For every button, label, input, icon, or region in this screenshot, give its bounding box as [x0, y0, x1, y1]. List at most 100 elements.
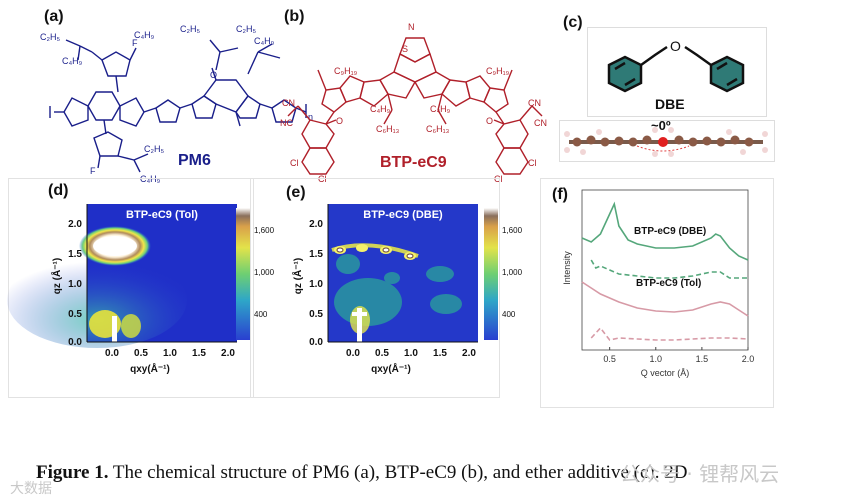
watermark-right: 公众号 · 锂帮风云: [620, 462, 780, 486]
x-tick-label: 1.0: [650, 354, 663, 364]
btp-c6h13-label-2: C₆H₁₃: [426, 124, 450, 134]
pm6-c2h5-label-4: C₂H₅: [144, 144, 164, 154]
y-tick-label: 1.5: [309, 249, 323, 260]
y-axis-label: qz (Å⁻¹): [291, 258, 304, 294]
pm6-c4h9-label-2: C₄H₉: [134, 30, 155, 40]
x-axis-label: qxy(Å⁻¹): [371, 362, 411, 375]
pm6-n-label: n: [308, 112, 313, 122]
series-line-1: [581, 201, 749, 261]
btp-c6h13-label: C₆H₁₃: [376, 124, 400, 134]
btp-nc-label: NC: [280, 118, 293, 128]
giwaxs-dbe-colorbar: [484, 208, 498, 340]
giwaxs-dbe-axes: 0.0 0.5 1.0 1.5 2.0 0.0 0.5 1.0 1.5 2.0 …: [291, 204, 478, 375]
x-tick-label: 0.5: [603, 354, 616, 364]
x-tick-label: 1.5: [433, 348, 447, 359]
x-tick-label: 2.0: [742, 354, 755, 364]
x-tick-label: 1.5: [192, 348, 206, 359]
x-tick-label: 2.0: [221, 348, 235, 359]
legend-tol: BTP-eC9 (Tol): [636, 278, 701, 289]
watermark-left: 大数据: [10, 481, 52, 497]
dbe-oxygen-label: O: [670, 38, 681, 54]
giwaxs-tol-colorbar: [236, 208, 250, 340]
panel-e-frame: [250, 178, 500, 398]
panel-d-frame: [8, 178, 254, 398]
giwaxs-dbe-map: BTP-eC9 (DBE): [328, 204, 478, 342]
series-line-4: [590, 326, 749, 341]
panel-a-label: (a): [44, 8, 64, 25]
y-axis-label: qz (Å⁻¹): [50, 258, 63, 294]
line-profile-chart: 0.5 1.0 1.5 2.0 Q vector (Å) Intensity BTP-…: [562, 189, 755, 378]
y-tick-label: 2.0: [309, 219, 323, 230]
btp-ec9-structure: N S C₉H₁₉ C₉H₁₉ CN CN NC CN C₄H₉ C₄H₉ C₆…: [280, 22, 547, 184]
pm6-fluorine-label-2: F: [90, 166, 96, 176]
pm6-name: PM6: [178, 152, 211, 169]
btp-ec9-name: BTP-eC9: [380, 154, 447, 171]
pm6-c4h9-label-4: C₄H₉: [140, 174, 161, 184]
btp-c4h9-label-2: C₄H₉: [430, 104, 451, 114]
pm6-c2h5-label-3: C₂H₅: [236, 24, 256, 34]
figure-caption: Figure 1. The chemical structure of PM6 …: [36, 462, 687, 484]
panel-d-label: (d): [48, 182, 69, 199]
btp-oxygen-label-2: O: [486, 116, 493, 126]
x-tick-label: 0.0: [105, 348, 119, 359]
btp-c4h9-label: C₄H₉: [370, 104, 391, 114]
legend-dbe: BTP-eC9 (DBE): [634, 226, 706, 237]
x-tick-label: 2.0: [462, 348, 476, 359]
panel-f-label: (f): [552, 186, 568, 203]
btp-chlorine-label-3: Cl: [494, 174, 503, 184]
y-tick-label: 1.0: [309, 279, 323, 290]
y-tick-label: 0.5: [68, 309, 82, 320]
pm6-oxygen-label: O: [210, 70, 217, 80]
y-tick-label: 0.0: [309, 337, 323, 348]
series-line-2: [590, 259, 748, 279]
panel-c-label: (c): [563, 14, 583, 31]
x-tick-label: 0.5: [375, 348, 389, 359]
x-tick-label: 0.5: [134, 348, 148, 359]
btp-c9h19-label-2: C₉H₁₉: [486, 66, 510, 76]
x-axis-label: qxy(Å⁻¹): [130, 362, 170, 375]
y-tick-label: 0.0: [68, 337, 82, 348]
btp-cn-label-3: CN: [534, 118, 547, 128]
dbe-structure-box: [587, 27, 767, 117]
x-axis-label: Q vector (Å): [641, 368, 690, 378]
colorbar-tick: 1,600: [254, 226, 275, 235]
dbe-benzene-ring-right: [709, 55, 745, 93]
giwaxs-tol-title: BTP-eC9 (Tol): [126, 209, 198, 221]
dbe-3d-model-box: [559, 120, 775, 162]
y-tick-label: 1.5: [68, 249, 82, 260]
btp-chlorine-label-2: Cl: [318, 174, 327, 184]
btp-chlorine-label: Cl: [290, 158, 299, 168]
btp-c9h19-label: C₉H₁₉: [334, 66, 358, 76]
colorbar-tick: 1,600: [502, 226, 523, 235]
dbe-benzene-ring-left: [607, 55, 643, 93]
x-tick-label: 0.0: [346, 348, 360, 359]
x-tick-label: 1.5: [696, 354, 709, 364]
pm6-fluorine-label: F: [132, 38, 138, 48]
x-tick-label: 1.0: [404, 348, 418, 359]
y-tick-label: 1.0: [68, 279, 82, 290]
pm6-structure: C₂H₅ C₄H₉ F C₄H₉ C₂H₅ C₂H₅ C₄H₉ O n F C₂…: [40, 24, 313, 184]
colorbar-tick: 1,000: [254, 268, 275, 277]
pm6-c2h5-label: C₂H₅: [40, 32, 60, 42]
colorbar-tick: 1,000: [502, 268, 523, 277]
dbe-3d-model: ~0º: [564, 118, 768, 157]
panel-f-frame: [540, 178, 774, 408]
series-line-3: [581, 281, 749, 317]
pm6-c4h9-label: C₄H₉: [62, 56, 83, 66]
giwaxs-dbe-title: BTP-eC9 (DBE): [363, 209, 443, 221]
y-axis-label: Intensity: [562, 251, 572, 285]
dbe-name: DBE: [655, 96, 685, 112]
btp-chlorine-label-4: Cl: [528, 158, 537, 168]
dbe-dihedral-angle-label: ~0º: [651, 118, 671, 133]
btp-cn-label-2: CN: [528, 98, 541, 108]
dbe-structure: O: [607, 38, 745, 93]
btp-nitrogen-label: N: [408, 22, 415, 32]
panel-b-label: (b): [284, 8, 305, 25]
giwaxs-tol-map: BTP-eC9 (Tol): [7, 204, 237, 348]
btp-sulfur-label: S: [402, 44, 408, 54]
btp-oxygen-label: O: [336, 116, 343, 126]
giwaxs-tol-axes: 0.0 0.5 1.0 1.5 2.0 0.0 0.5 1.0 1.5 2.0 …: [50, 204, 237, 375]
x-tick-label: 1.0: [163, 348, 177, 359]
pm6-c4h9-label-3: C₄H₉: [254, 36, 275, 46]
colorbar-tick: 400: [502, 310, 516, 319]
